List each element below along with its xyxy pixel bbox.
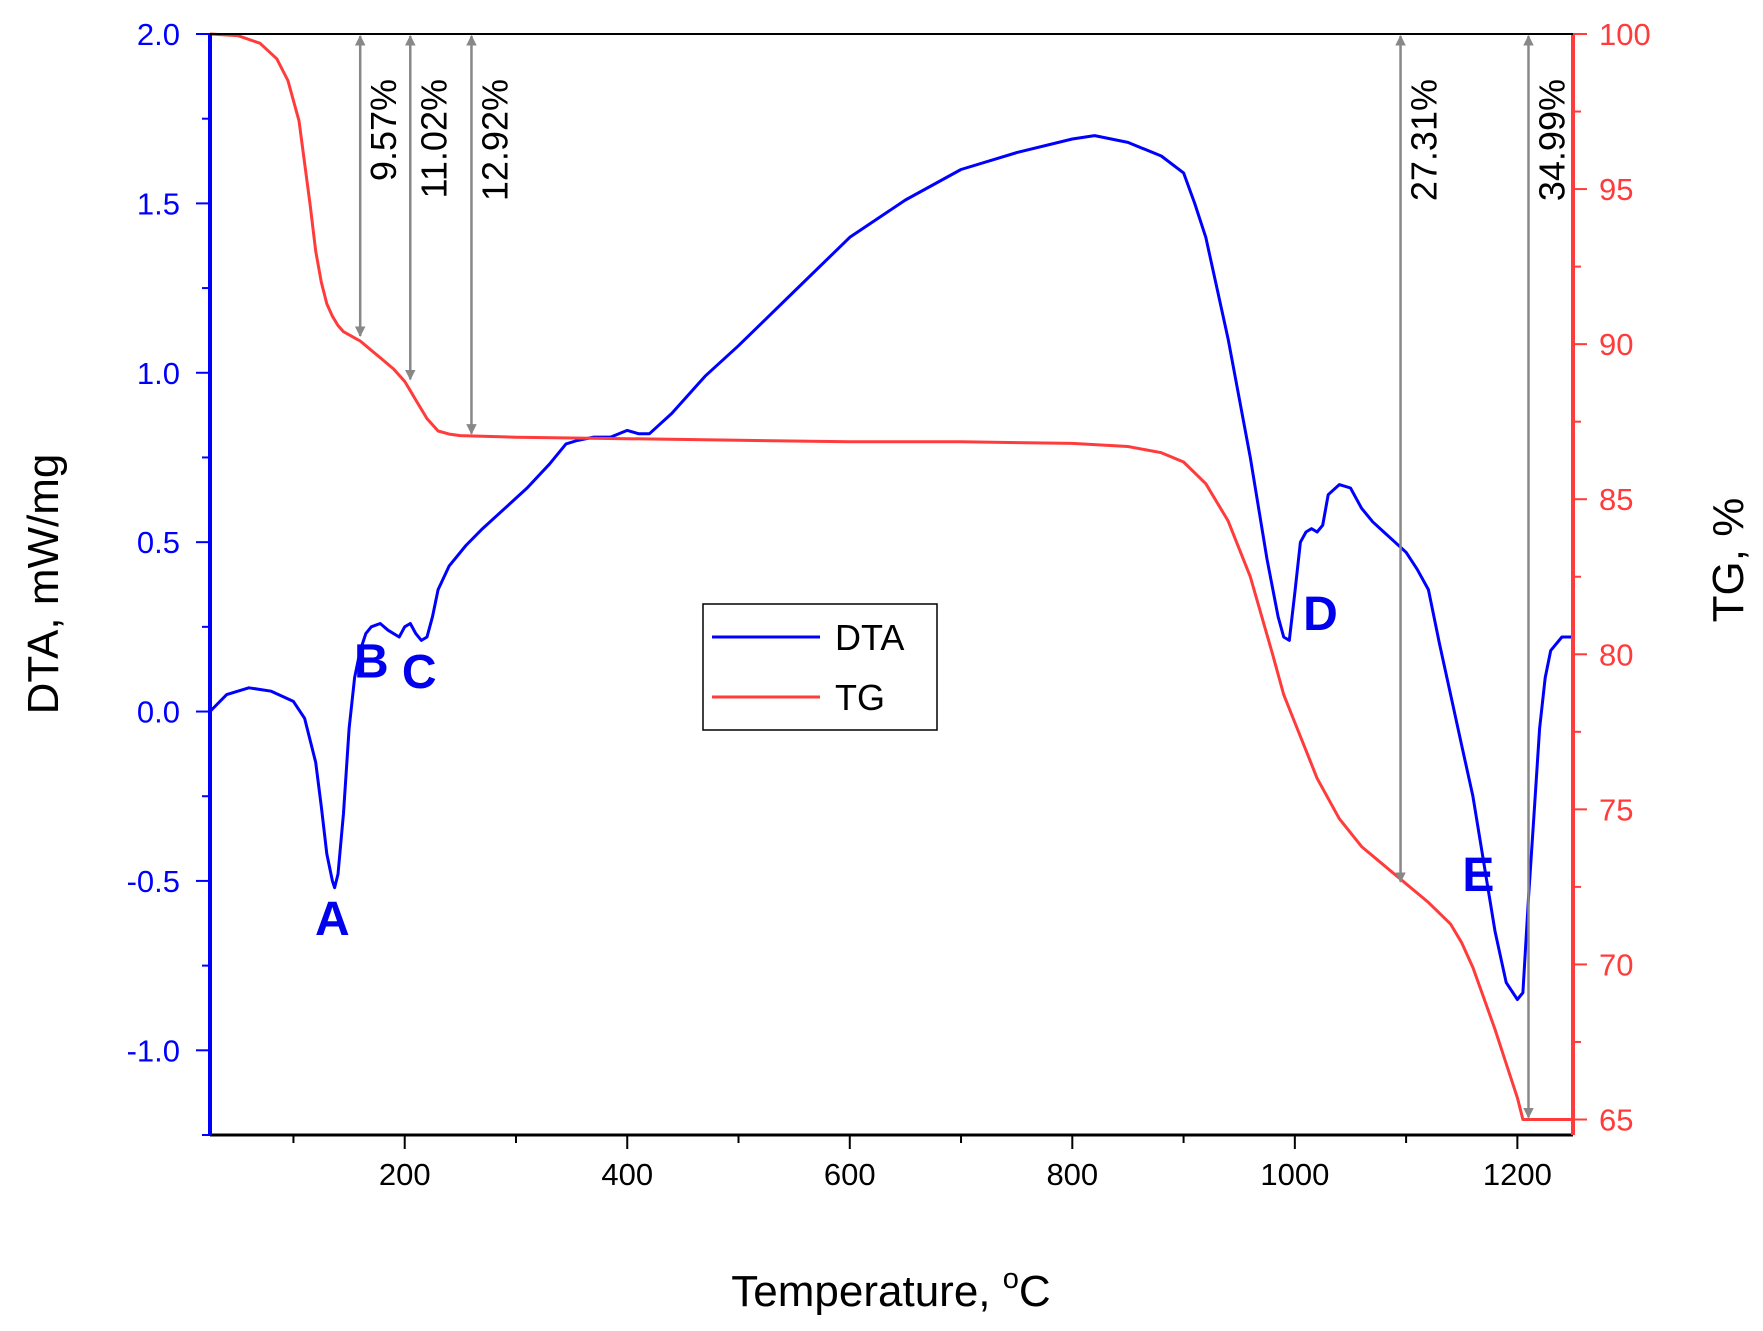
mass-loss-arrows: 9.57% 11.02% 12.92% 27.31% 34.99% (354, 34, 1572, 1119)
x-tick-label: 800 (1046, 1157, 1098, 1192)
peak-label-d: D (1303, 588, 1338, 641)
series-line-dta (208, 134, 1573, 1001)
y-left-tick-label: 0.0 (137, 695, 180, 730)
mass-loss-label: 12.92% (474, 79, 515, 201)
plot-area (210, 34, 1573, 1135)
x-axis-title: Temperature, oC (731, 1263, 1050, 1316)
y-right-tick-label: 95 (1599, 172, 1633, 207)
mass-loss-label: 34.99% (1531, 79, 1572, 201)
y-right-tick-label: 85 (1599, 482, 1633, 517)
y-right-tick-label: 70 (1599, 947, 1633, 982)
y-left-tick-label: 1.0 (137, 356, 180, 391)
y-right-tick-label: 100 (1599, 17, 1651, 52)
series-line-tg (209, 32, 1573, 1121)
mass-loss-label: 11.02% (413, 79, 454, 198)
y-right-axis-title: TG, % (1704, 498, 1753, 623)
y-left-tick-label: -1.0 (127, 1033, 180, 1068)
y-right-tick-label: 65 (1599, 1102, 1633, 1137)
peak-label-b: B (354, 636, 389, 689)
mass-loss-label: 9.57% (363, 79, 404, 181)
y-left-tick-label: 0.5 (137, 525, 180, 560)
y-right-tick-label: 75 (1599, 792, 1633, 827)
y-left-tick-label: 2.0 (137, 17, 180, 52)
y-left-axis-ticks: -1.0 -0.5 0.0 0.5 1.0 1.5 2.0 (127, 17, 210, 1136)
y-left-axis-title: DTA, mW/mg (19, 454, 68, 715)
x-axis-title-unit: C (1019, 1267, 1051, 1316)
legend-box (702, 603, 938, 731)
y-right-tick-label: 80 (1599, 637, 1633, 672)
y-right-axis-ticks: 65 70 75 80 85 90 95 100 (1573, 17, 1651, 1137)
series-lines (208, 32, 1573, 1121)
x-axis-ticks: 200 400 600 800 1000 1200 (292, 1135, 1552, 1192)
x-tick-label: 1200 (1483, 1157, 1552, 1192)
peak-labels: A B C D E (315, 588, 1494, 946)
x-tick-label: 1000 (1260, 1157, 1329, 1192)
x-tick-label: 200 (379, 1157, 431, 1192)
x-tick-label: 400 (601, 1157, 653, 1192)
y-left-tick-label: -0.5 (127, 864, 180, 899)
y-left-tick-label: 1.5 (137, 186, 180, 221)
peak-label-a: A (315, 893, 350, 946)
legend-label-tg: TG (835, 677, 885, 718)
peak-label-c: C (402, 646, 437, 699)
y-right-tick-label: 90 (1599, 327, 1633, 362)
x-tick-label: 600 (824, 1157, 876, 1192)
legend: DTA TG (702, 603, 938, 731)
x-axis-title-superscript: o (1003, 1263, 1019, 1295)
legend-label-dta: DTA (835, 617, 904, 658)
x-axis-title-main: Temperature, (731, 1267, 1002, 1316)
mass-loss-label: 27.31% (1404, 79, 1445, 201)
peak-label-e: E (1462, 849, 1494, 902)
